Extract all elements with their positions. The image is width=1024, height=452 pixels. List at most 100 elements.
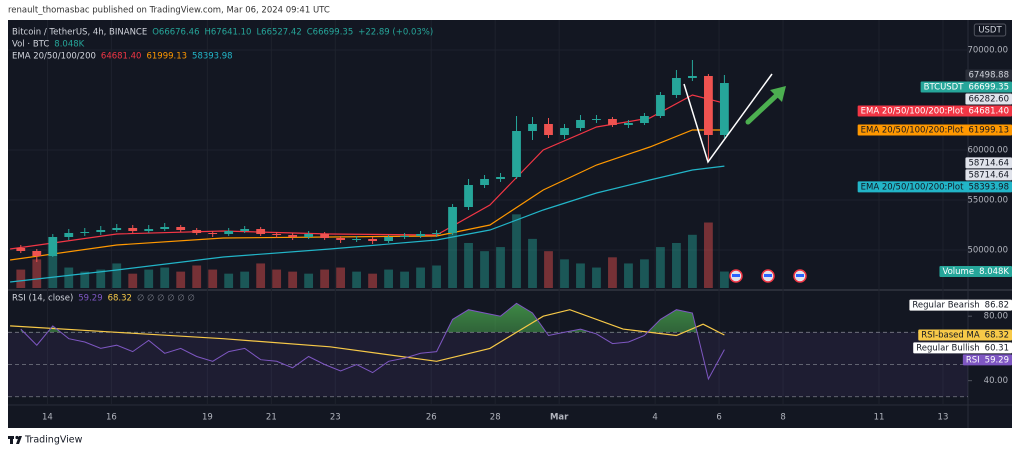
candle-body [640, 116, 649, 123]
candle-body [576, 120, 585, 128]
volume-bar [160, 267, 170, 288]
legend-rsi-ma-value: 68.32 [108, 294, 132, 304]
candle-body [512, 131, 521, 177]
price-tag [857, 105, 1012, 117]
rsi-line [20, 302, 725, 381]
x-tick-label: 8 [780, 413, 785, 423]
volume-bar [544, 251, 553, 288]
y-tick-label: 50000.00 [967, 246, 1008, 256]
volume-bar [496, 247, 505, 288]
candle-body [112, 228, 122, 230]
price-tag-text: 58714.64 [968, 170, 1009, 180]
candle-body [272, 234, 282, 235]
candle-body [448, 207, 457, 233]
volume-bar [592, 267, 601, 288]
price-tag-text: EMA 20/50/100/200:Plot [861, 182, 964, 192]
rsi-tick-label: 40.00 [984, 376, 1008, 386]
candle-body [672, 78, 681, 95]
volume-bar [720, 271, 729, 288]
arrow-shaft [745, 91, 781, 125]
candle-body [416, 234, 425, 236]
price-tag [939, 266, 1012, 278]
x-tick-label: 28 [490, 413, 501, 423]
volume-bar [240, 271, 250, 288]
legend-volume: Vol · BTC [12, 40, 49, 50]
volume-bar [512, 214, 521, 288]
price-tag [857, 181, 1012, 193]
legend-rsi: RSI (14, close) [12, 294, 73, 304]
price-tag [857, 124, 1012, 136]
volume-bar [672, 242, 681, 288]
x-tick-label: 11 [874, 413, 885, 423]
x-tick-label: Mar [550, 413, 569, 423]
price-tag-text: 68.32 [985, 331, 1009, 341]
rsi-ma-line [10, 309, 725, 362]
candle-body [432, 233, 441, 234]
volume-bar [16, 269, 26, 288]
ema-line [10, 165, 725, 283]
labels: 14 16 19 21 23 26 28 Mar 4 6 8 11 13 50000.00 55000.00… [12, 23, 1012, 423]
price-tag-text: EMA 20/50/100/200:Plot [861, 107, 964, 117]
x-tick-label: 13 [938, 413, 949, 423]
v-drawing [683, 73, 773, 164]
x-tick-label: 21 [266, 413, 277, 423]
price-tag-text: BTCUSDT [924, 83, 965, 93]
volume-bar [80, 271, 90, 288]
volume-bar [112, 263, 122, 288]
event-flag [796, 274, 804, 277]
volume-bar [704, 222, 713, 288]
price-tag [965, 93, 1012, 105]
volume-bar [192, 265, 202, 288]
volume-bar [640, 259, 649, 288]
candle-body [624, 123, 633, 125]
currency-box [973, 23, 1007, 37]
candle-body [96, 230, 106, 232]
price-tag-text: 67498.88 [968, 71, 1009, 81]
volume-bar [144, 269, 154, 288]
price-tag [918, 329, 1012, 341]
price-tag [962, 354, 1012, 366]
volume-bar [208, 269, 218, 288]
price-tag-text: 58714.64 [968, 158, 1009, 168]
price-tag-text: 66699.35 [968, 83, 1009, 93]
volume-bar [608, 257, 617, 288]
candle-body [592, 119, 601, 120]
legend-ohlc: H67641.10 [204, 28, 251, 38]
volume-bar [272, 269, 282, 288]
volume-bar [336, 267, 346, 288]
header: renault_thomasbac published on TradingVi… [8, 6, 330, 16]
legend-symbol: Bitcoin / TetherUS, 4h, BINANCE [12, 28, 147, 38]
price-tag [920, 81, 1012, 93]
volume-bar [384, 269, 393, 288]
overbought-fill [20, 303, 725, 333]
volume-bar [656, 247, 665, 288]
candle-body [464, 185, 473, 207]
legend-volume-value: 8.048K [54, 40, 84, 50]
grid [8, 20, 972, 405]
candle-body [32, 251, 42, 256]
candle-body [352, 239, 362, 240]
legend-rsi-value: 59.29 [78, 294, 102, 304]
price-tag-text: Volume [942, 267, 974, 277]
footer-logo [8, 435, 22, 444]
volume-bar [256, 263, 266, 288]
marks [10, 60, 729, 381]
x-tick-label: 26 [426, 413, 437, 423]
x-tick-label: 14 [42, 413, 53, 423]
price-tag-text: 64681.40 [968, 107, 1009, 117]
candle-body [160, 227, 170, 229]
volume-bar [528, 238, 537, 288]
arrow-head [770, 86, 786, 102]
price-tag-text: 58393.98 [968, 182, 1009, 192]
volume-bar [64, 267, 74, 288]
legend-ohlc: L66527.42 [256, 28, 301, 38]
candle-body [496, 177, 505, 179]
volume-bar [176, 271, 186, 288]
rsi-tick-label: 80.00 [984, 312, 1008, 322]
candle-body [304, 234, 314, 237]
price-tag-text: 59.29 [985, 355, 1009, 365]
legend-ohlc: C66699.35 [307, 28, 354, 38]
logo-part [15, 435, 19, 440]
